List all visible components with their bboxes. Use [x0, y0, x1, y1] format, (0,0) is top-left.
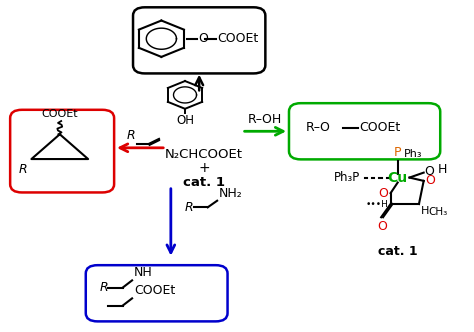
Text: COOEt: COOEt: [134, 285, 175, 297]
Text: +: +: [198, 161, 210, 175]
Text: P: P: [394, 146, 401, 159]
Text: O: O: [377, 220, 387, 233]
Text: COOEt: COOEt: [359, 122, 400, 134]
Text: Ph₃P: Ph₃P: [334, 171, 360, 184]
Text: H: H: [421, 206, 430, 216]
Text: N₂CHCOOEt: N₂CHCOOEt: [165, 148, 243, 161]
Text: COOEt: COOEt: [217, 32, 258, 45]
Text: O: O: [378, 187, 388, 200]
Text: O: O: [425, 174, 435, 187]
Text: O: O: [425, 165, 435, 178]
Text: CH₃: CH₃: [428, 207, 447, 217]
FancyBboxPatch shape: [289, 103, 440, 159]
Text: COOEt: COOEt: [41, 109, 78, 120]
Text: NH₂: NH₂: [219, 187, 243, 200]
FancyBboxPatch shape: [86, 265, 228, 321]
Text: R: R: [19, 163, 27, 176]
Text: O: O: [198, 32, 208, 45]
Text: cat. 1: cat. 1: [183, 176, 225, 189]
Text: NH: NH: [134, 266, 153, 280]
Text: Cu: Cu: [388, 171, 408, 185]
FancyBboxPatch shape: [10, 110, 114, 193]
Text: R: R: [127, 129, 136, 142]
Text: R: R: [185, 201, 194, 214]
Text: Ph₃: Ph₃: [404, 149, 422, 159]
FancyBboxPatch shape: [133, 7, 265, 73]
Text: OH: OH: [176, 115, 194, 127]
Text: H: H: [438, 163, 447, 176]
Text: •••H: •••H: [365, 200, 388, 208]
Text: cat. 1: cat. 1: [378, 245, 418, 258]
Text: R–O: R–O: [306, 122, 330, 134]
Text: R: R: [100, 281, 109, 294]
Text: R–OH: R–OH: [248, 113, 283, 126]
